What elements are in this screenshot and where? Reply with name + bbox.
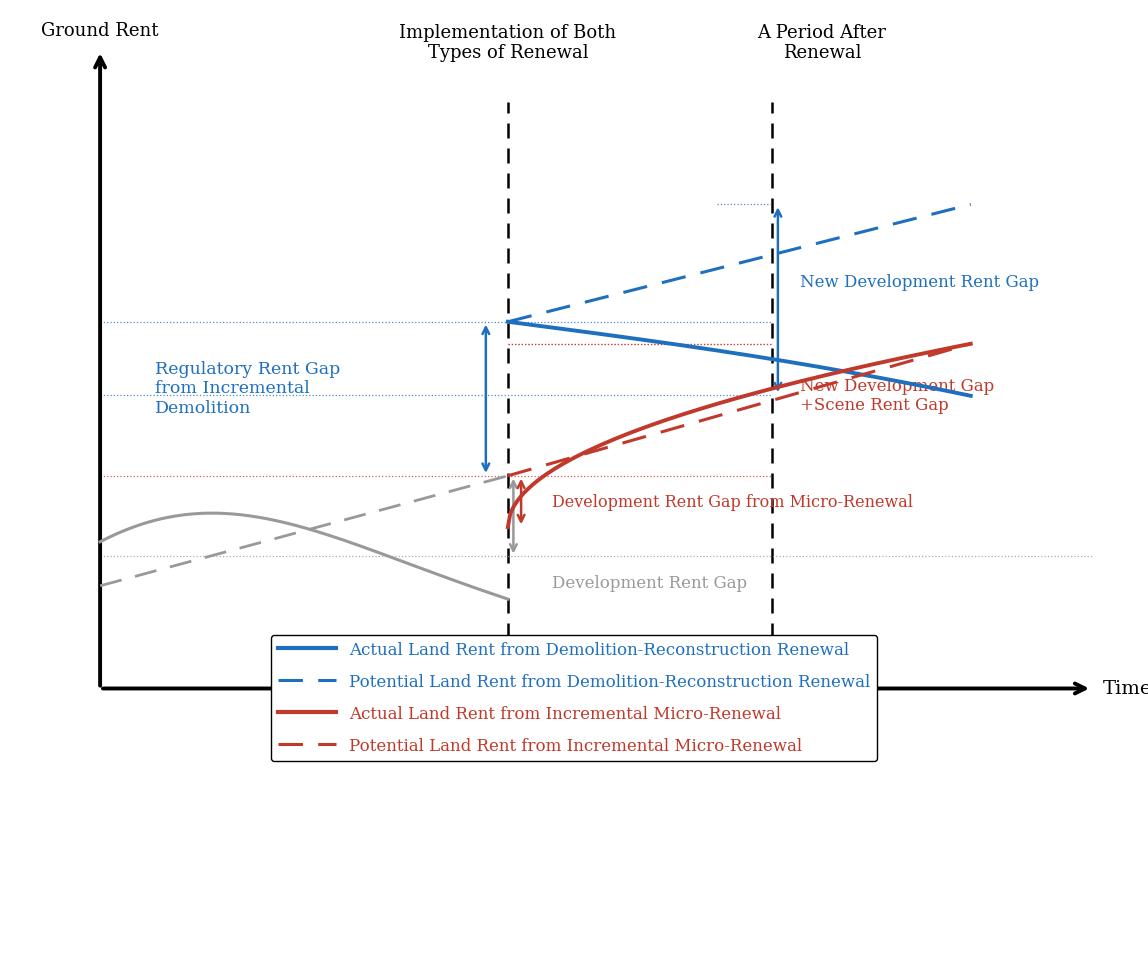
Text: Implementation of Both
Types of Renewal: Implementation of Both Types of Renewal [400,23,616,63]
Text: Regulatory Rent Gap
from Incremental
Demolition: Regulatory Rent Gap from Incremental Dem… [155,361,341,416]
Text: Development Rent Gap from Micro-Renewal: Development Rent Gap from Micro-Renewal [552,493,913,510]
Legend: Actual Land Rent from Demolition-Reconstruction Renewal, Potential Land Rent fro: Actual Land Rent from Demolition-Reconst… [271,635,877,761]
Text: Ground Rent: Ground Rent [41,22,158,40]
Text: Time: Time [1103,680,1148,698]
Text: Development Rent Gap: Development Rent Gap [552,574,747,591]
Text: New Development Rent Gap: New Development Rent Gap [800,274,1039,290]
Text: New Development Gap
+Scene Rent Gap: New Development Gap +Scene Rent Gap [800,377,994,414]
Text: A Period After
Renewal: A Period After Renewal [758,23,886,63]
